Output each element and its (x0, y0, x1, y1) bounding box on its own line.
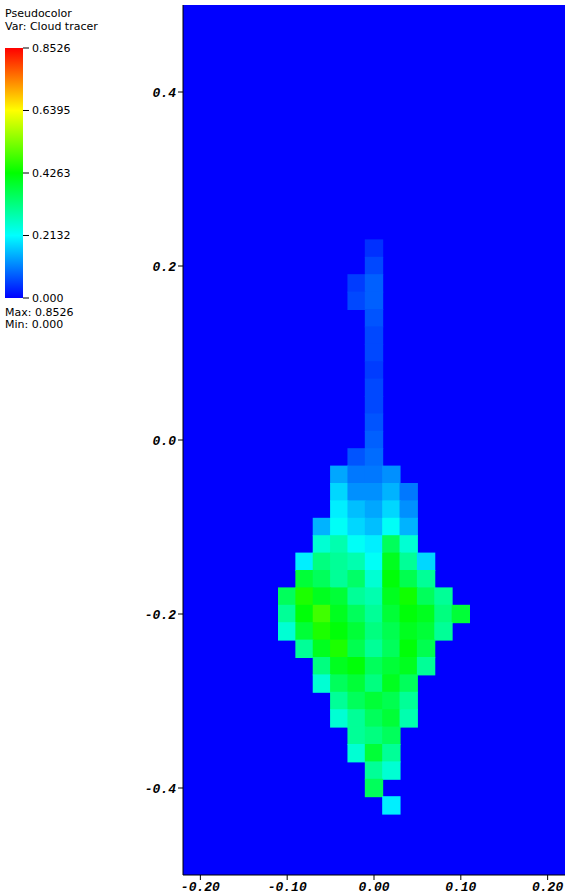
svg-text:0.2: 0.2 (153, 260, 177, 275)
svg-text:Pseudocolor: Pseudocolor (5, 7, 72, 20)
svg-text:0.6395: 0.6395 (32, 104, 71, 117)
svg-text:-0.20: -0.20 (181, 880, 220, 895)
svg-text:-0.10: -0.10 (268, 880, 307, 895)
svg-text:0.20: 0.20 (532, 880, 563, 895)
svg-text:0.4263: 0.4263 (32, 167, 71, 180)
svg-text:0.8526: 0.8526 (32, 42, 71, 55)
svg-text:0.10: 0.10 (445, 880, 476, 895)
svg-text:0.0: 0.0 (153, 434, 177, 449)
svg-text:Min: 0.000: Min: 0.000 (5, 318, 63, 331)
svg-text:-0.4: -0.4 (145, 782, 176, 797)
svg-text:0.4: 0.4 (153, 86, 177, 101)
svg-text:0.000: 0.000 (32, 292, 64, 305)
svg-text:Max: 0.8526: Max: 0.8526 (5, 306, 74, 319)
svg-text:0.00: 0.00 (358, 880, 389, 895)
svg-text:Var: Cloud tracer: Var: Cloud tracer (5, 20, 98, 33)
svg-text:0.2132: 0.2132 (32, 229, 71, 242)
svg-text:-0.2: -0.2 (145, 608, 176, 623)
